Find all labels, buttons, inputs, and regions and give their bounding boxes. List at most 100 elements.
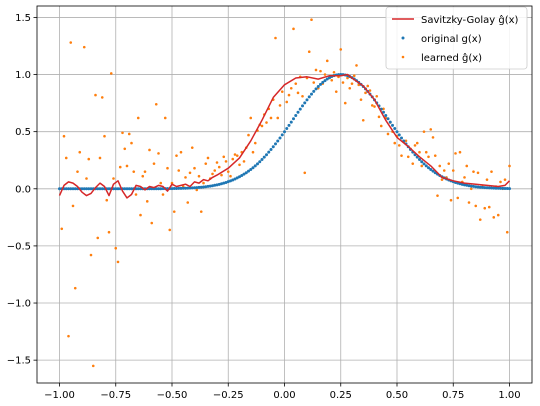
learned-point	[125, 164, 129, 168]
learned-point	[206, 156, 210, 160]
original-point	[424, 164, 428, 168]
learned-point	[161, 193, 165, 196]
legend-label-learned: learned ĝ(x)	[421, 52, 482, 64]
learned-point	[483, 206, 487, 210]
learned-point	[249, 116, 253, 120]
original-point	[429, 167, 433, 171]
learned-point	[73, 286, 77, 290]
learned-point	[325, 59, 329, 63]
learned-point	[469, 187, 473, 191]
learned-point	[334, 90, 338, 93]
original-point	[87, 187, 91, 191]
original-point	[400, 136, 403, 140]
learned-point	[179, 150, 183, 154]
learned-point	[370, 104, 374, 107]
original-point	[253, 164, 257, 168]
learned-point	[454, 152, 457, 155]
original-point	[136, 187, 140, 191]
x-tick-label: 0.50	[386, 390, 408, 401]
original-point	[485, 186, 489, 190]
x-tick-label: 0.25	[330, 390, 352, 401]
original-point	[397, 133, 401, 137]
original-point	[215, 183, 219, 187]
original-point	[64, 187, 68, 191]
original-point	[278, 136, 282, 140]
learned-point	[112, 177, 115, 180]
original-point	[188, 186, 192, 190]
learned-point	[420, 164, 424, 168]
learned-point	[130, 141, 133, 145]
learned-point	[159, 181, 163, 185]
learned-point	[69, 41, 73, 44]
original-point	[271, 145, 275, 149]
learned-point	[224, 160, 228, 163]
learned-point	[118, 165, 122, 169]
original-point	[395, 130, 399, 134]
learned-point	[490, 170, 493, 173]
learned-point	[379, 124, 383, 128]
original-point	[303, 101, 307, 105]
original-point	[231, 178, 235, 182]
original-point	[184, 186, 187, 190]
original-point	[307, 95, 311, 99]
y-tick-label: −0.5	[7, 241, 31, 252]
legend-box	[385, 6, 528, 70]
learned-point	[456, 196, 460, 200]
learned-point	[62, 134, 66, 138]
x-tick-label: −1.00	[44, 390, 75, 401]
learned-point	[166, 166, 169, 170]
original-point	[476, 185, 480, 189]
learned-point	[229, 174, 232, 178]
learned-point	[296, 91, 300, 95]
original-point	[312, 89, 316, 93]
learned-point	[100, 96, 104, 99]
learned-point	[211, 172, 214, 176]
original-point	[490, 186, 493, 190]
learned-point	[368, 89, 372, 92]
original-point	[274, 142, 277, 146]
learned-point	[67, 334, 70, 338]
original-point	[420, 160, 424, 164]
learned-point	[251, 150, 255, 154]
original-point	[190, 186, 194, 190]
learned-point	[134, 193, 138, 196]
learned-point	[91, 364, 95, 368]
learned-point	[303, 171, 307, 175]
original-point	[67, 187, 70, 191]
original-point	[289, 120, 293, 124]
original-point	[244, 171, 248, 175]
learned-point	[114, 246, 118, 250]
learned-point	[307, 50, 311, 53]
original-point	[222, 181, 226, 185]
learned-point	[265, 121, 268, 124]
original-point	[319, 82, 322, 86]
original-point	[247, 169, 250, 173]
original-point	[503, 186, 507, 190]
learned-point	[103, 134, 106, 138]
original-point	[251, 166, 255, 170]
learned-point	[177, 169, 181, 172]
learned-point	[215, 161, 219, 164]
original-point	[211, 184, 214, 188]
learned-point	[341, 81, 345, 84]
learned-point	[217, 165, 221, 169]
original-point	[391, 123, 394, 127]
original-point	[269, 148, 273, 152]
learned-point	[253, 141, 257, 145]
axis-ticks: −1.00 −0.75 −0.50 −0.25 0.00 0.25 0.50 0.75 1.00…	[7, 13, 521, 401]
learned-point	[238, 163, 241, 167]
learned-point	[465, 164, 469, 168]
original-point	[82, 187, 86, 191]
learned-point	[294, 82, 298, 85]
original-point	[125, 187, 129, 191]
original-point	[242, 172, 246, 176]
original-point	[298, 107, 302, 111]
learned-point	[152, 162, 156, 165]
original-point	[235, 176, 239, 180]
savgol-line	[58, 73, 511, 199]
original-point	[287, 123, 291, 127]
learned-point	[132, 170, 136, 173]
original-point	[154, 187, 158, 191]
learned-point	[89, 253, 93, 257]
original-point	[314, 87, 318, 91]
